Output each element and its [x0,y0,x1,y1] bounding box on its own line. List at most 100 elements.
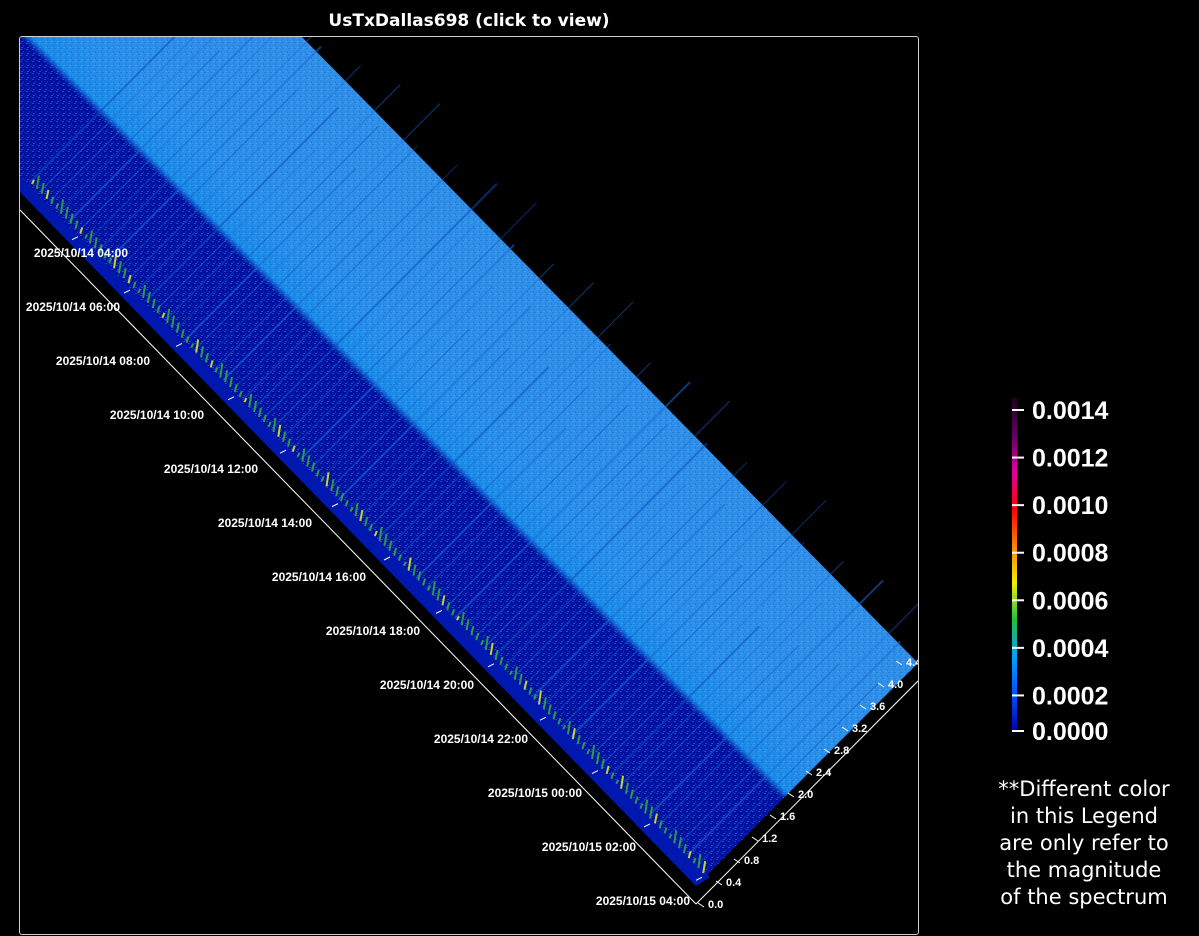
note-line: the magnitude [1006,858,1162,882]
frequency-tick-mark [841,726,849,732]
chart-title[interactable]: UsTxDallas698 (click to view) [328,11,610,31]
spectrum-peak [470,625,475,636]
spectrum-ridge [116,88,300,272]
spectrum-peak [383,533,388,547]
spectrum-peak [378,526,383,542]
spectrum-ridge [685,640,902,857]
spectrum-peak [79,227,84,234]
spectrum-ridge [213,187,396,371]
spectrum-peak [69,213,74,224]
spectrum-ridge [628,602,822,798]
spectrum-ridge [376,366,550,540]
spectrum-ridge [695,683,879,867]
frequency-tick-mark [787,792,795,798]
spectrum-peak [45,189,50,200]
spectrum-ridge [309,286,493,470]
spectrum-ridge [483,400,730,649]
spectrum-ridge [589,541,805,758]
spectrum-ridge [135,65,362,292]
spectrum-ridge [348,347,510,510]
spectrum-ridge [319,328,470,480]
spectrum-peak [325,472,330,487]
spectrum-peak [151,298,156,309]
note-line: are only refer to [999,831,1169,855]
spectrum-peak [344,499,349,507]
spectrum-peak [480,639,484,646]
spectrogram-svg: 2025/10/14 04:00 2025/10/14 06:00 2025/10/… [20,37,918,911]
frequency-tick-label: 2.4 [816,767,832,779]
spectrum-ridge [29,37,176,183]
spectrum-peak [161,312,166,319]
spectrum-peak [629,789,634,799]
spectrum-ridge [551,480,787,718]
spectrum-ridge [560,522,765,728]
spectrum-ridge [58,50,220,213]
legend-tick-label: 0.0010 [1032,492,1108,520]
time-tick-label: 2025/10/14 06:00 [26,300,120,314]
spectrum-peak [214,367,219,373]
frequency-tick-mark [715,880,723,886]
spectrum-ridge [676,603,918,847]
spectrum-peak [156,305,161,314]
spectrum-peak [417,571,422,581]
spectrum-peak [50,196,55,205]
frequency-tick-mark [859,704,867,710]
spectrum-peak [615,779,620,785]
frequency-tick-label: 2.8 [834,745,849,757]
legend-tick-label: 0.0004 [1032,635,1109,663]
note-line: of the spectrum [1000,885,1168,909]
spectrum-ridge [492,442,709,659]
spectrum-peak [436,588,441,601]
spectrum-ridge [618,560,844,788]
time-tick-mark [695,876,703,881]
spectrum-peak [253,400,258,413]
time-tick-label: 2025/10/14 12:00 [164,462,258,476]
spectrum-peak [185,336,190,343]
spectrum-peak [465,618,470,631]
spectrum-ridge [251,248,413,411]
spectrum-ridge [329,263,555,490]
spectrum-peak [542,697,547,710]
time-tick-mark [71,236,79,241]
frequency-tick-mark [751,836,759,842]
spectrum-ridge [357,282,594,520]
spectrum-peak [499,656,504,666]
frequency-tick-mark [769,814,777,820]
spectrum-ridge [67,37,254,223]
spectrum-peak [649,806,654,819]
spectrum-peak [687,850,692,859]
spectrum-peak [359,509,364,522]
spectrum-peak [98,244,103,254]
frequency-tick-mark [895,660,903,666]
spectrum-peak [571,728,576,740]
spectrum-ridge [145,106,340,302]
spectrum-peak [644,799,649,814]
spectrum-peak [166,308,171,323]
frequency-ticks: 0.00.40.81.21.62.02.42.83.23.64.04.4 [697,657,918,911]
frequency-tick-mark [823,748,831,754]
spectrum-peak [180,329,185,338]
spectrum-peak [624,782,629,794]
time-tick-label: 2025/10/14 18:00 [326,624,420,638]
spectrum-peak [55,203,60,210]
spectrum-peak [330,479,335,492]
spectrum-peak [146,291,151,304]
spectrum-ridge [261,183,498,421]
spectrum-peak [35,175,40,190]
spectrum-peak [678,837,683,849]
spectrum-peak [190,343,195,349]
spectrum-peak [702,860,707,874]
spectrum-ridge [396,343,612,560]
spectrogram-plot[interactable]: 2025/10/14 04:00 2025/10/14 06:00 2025/10/… [19,36,919,935]
spectrum-peak [697,853,702,869]
spectrum-peak [175,322,180,333]
spectrum-ridge [647,579,884,818]
spectrum-ridge [570,564,743,738]
spectrum-peak [668,833,673,839]
frequency-tick-mark [877,682,885,688]
frequency-tick-label: 2.0 [798,789,813,801]
spectrum-peak [267,421,272,428]
spectrum-peak [171,315,176,328]
time-tick-label: 2025/10/14 20:00 [380,678,474,692]
spectrum-peak [518,673,523,685]
